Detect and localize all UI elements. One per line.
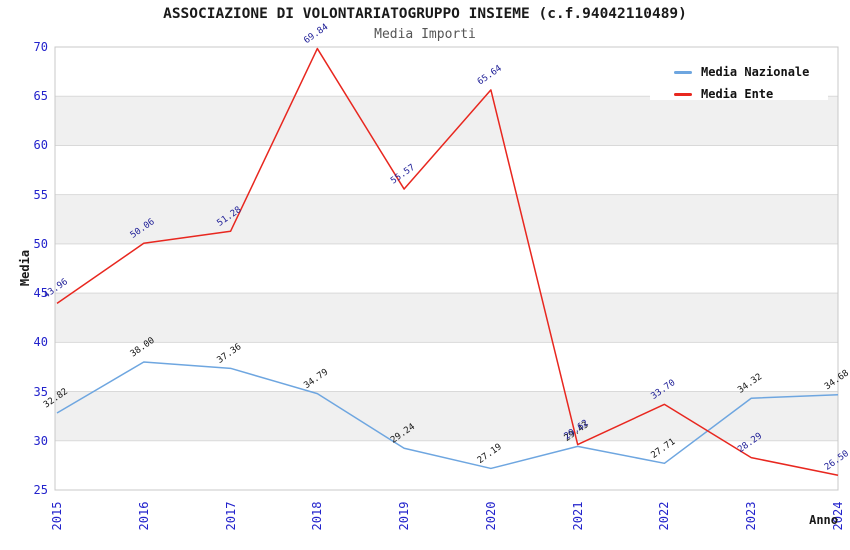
legend-label-media-nazionale: Media Nazionale — [701, 65, 810, 79]
plot-band — [55, 243, 838, 294]
x-tick-label: 2021 — [570, 501, 585, 531]
plot-band — [55, 194, 838, 244]
plot-border — [54, 46, 839, 491]
chart-title: ASSOCIAZIONE DI VOLONTARIATOGRUPPO INSIE… — [163, 6, 687, 22]
plot-band — [55, 440, 838, 490]
y-tick-label: 35 — [33, 384, 48, 399]
y-tick-label: 40 — [33, 335, 48, 350]
y-tick-label: 45 — [33, 286, 48, 301]
y-tick-label: 30 — [33, 433, 48, 448]
legend: Media Nazionale Media Ente — [650, 48, 828, 101]
plot-band — [55, 96, 838, 146]
y-tick-label: 50 — [33, 236, 48, 251]
series-line-media-ente — [56, 47, 839, 476]
x-tick-label: 2017 — [223, 501, 238, 531]
legend-marker-media-nazionale — [674, 70, 692, 74]
x-tick-label: 2020 — [483, 501, 498, 531]
y-tick-label: 25 — [33, 483, 48, 497]
y-tick-label: 65 — [33, 89, 48, 104]
y-axis-title: Media — [18, 249, 32, 287]
plot-band — [55, 145, 838, 195]
plot-band — [55, 293, 838, 343]
x-tick-label: 2023 — [744, 501, 759, 531]
y-tick-label: 60 — [33, 138, 48, 153]
x-axis-title: Anno — [809, 513, 838, 527]
x-tick-label: 2015 — [50, 501, 64, 531]
y-tick-label: 55 — [33, 187, 48, 202]
x-tick-label: 2016 — [136, 501, 151, 531]
y-tick-label: 70 — [33, 40, 48, 54]
legend-item-media-ente: Media Ente — [674, 83, 828, 105]
legend-item-media-nazionale: Media Nazionale — [674, 61, 828, 83]
x-tick-label: 2019 — [397, 501, 412, 531]
plot-band — [55, 391, 838, 441]
x-tick-label: 2022 — [657, 501, 672, 531]
legend-marker-media-ente — [674, 92, 692, 96]
x-tick-label: 2018 — [310, 501, 325, 531]
chart-subtitle: Media Importi — [374, 27, 476, 42]
plot-band — [55, 342, 838, 392]
legend-label-media-ente: Media Ente — [701, 87, 774, 101]
